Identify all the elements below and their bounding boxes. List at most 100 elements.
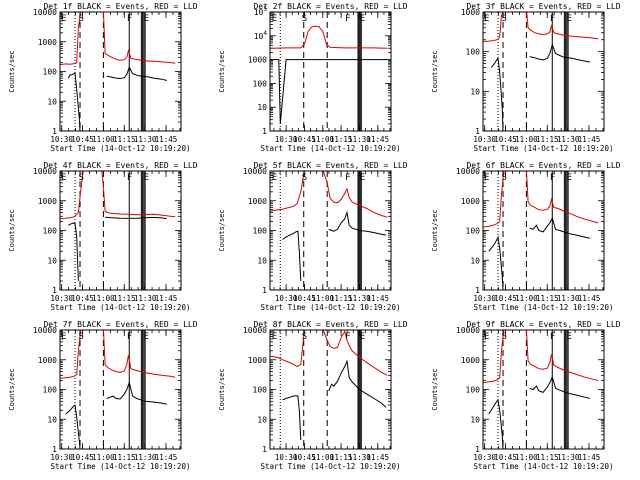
axis-ticks [483, 170, 604, 291]
panel-title: Det 5f BLACK = Events, RED = LLD [253, 161, 407, 170]
panel-title: Det 8f BLACK = Events, RED = LLD [253, 320, 407, 329]
y-tick-label: 1 [475, 445, 480, 454]
plot-frame [482, 170, 605, 291]
x-axis-label: Start Time (14-Oct-12 10:19:20) [51, 462, 191, 471]
y-tick-label: 100 [466, 386, 481, 395]
x-axis-label: Start Time (14-Oct-12 10:19:20) [51, 303, 191, 312]
plot-frame [482, 329, 605, 450]
events-series-line [282, 230, 302, 282]
y-tick-label: 10 [470, 415, 480, 424]
panel-title: Det 6f BLACK = Events, RED = LLD [466, 161, 620, 170]
x-tick-label: 10:30 [50, 135, 73, 144]
panel-title: Det 4f BLACK = Events, RED = LLD [43, 161, 197, 170]
y-axis-label: Counts/sec [8, 50, 16, 92]
x-tick-label: 11:00 [515, 135, 538, 144]
x-tick-label: 10:45 [293, 135, 316, 144]
lld-series-line [270, 25, 388, 49]
y-tick-label: 10 [257, 103, 267, 112]
y-tick-label: 1 [52, 445, 57, 454]
x-tick-label: 11:30 [348, 453, 371, 462]
lld-series-line [60, 330, 176, 379]
interval-letter: E [61, 14, 66, 24]
x-tick-label: 11:15 [113, 135, 136, 144]
y-tick-label: 10 [47, 97, 57, 106]
y-tick-label: 1000 [38, 356, 57, 365]
y-tick-label: 100 [253, 79, 268, 88]
x-tick-label: 10:45 [71, 135, 94, 144]
x-tick-label: 10:30 [275, 453, 298, 462]
x-tick-label: 10:30 [275, 135, 298, 144]
panel-det-8f: Det 8f BLACK = Events, RED = LLD Counts/s… [218, 320, 408, 471]
plot-frame [269, 11, 392, 132]
y-tick-label: 100 [253, 227, 268, 236]
plot-frame [59, 170, 182, 291]
interval-letter: S [502, 332, 507, 342]
x-tick-label: 11:30 [557, 135, 580, 144]
x-tick-label: 11:00 [92, 294, 115, 303]
interval-letter: E [272, 173, 277, 183]
interval-letter: F [550, 332, 555, 342]
lld-series-line [270, 171, 388, 218]
interval-letter: E [360, 173, 365, 183]
y-tick-label: 100 [43, 386, 58, 395]
panel-det-1f: Det 1f BLACK = Events, RED = LLD Counts/s… [8, 2, 198, 153]
interval-letter: E [272, 14, 277, 24]
y-axis-label: Counts/sec [218, 209, 226, 251]
y-tick-label: 10 [47, 415, 57, 424]
marker-lines [74, 12, 146, 131]
axis-ticks [270, 11, 391, 132]
x-tick-label: 10:45 [494, 453, 517, 462]
interval-letter: F [127, 173, 132, 183]
plot-frame [482, 11, 605, 132]
interval-letter: S [302, 332, 307, 342]
y-tick-label: 100 [43, 227, 58, 236]
x-tick-label: 11:30 [557, 294, 580, 303]
events-series-line [488, 235, 504, 290]
interval-letter: E [360, 332, 365, 342]
x-tick-label: 10:45 [293, 453, 316, 462]
x-tick-label: 10:30 [50, 294, 73, 303]
panel-det-5f: Det 5f BLACK = Events, RED = LLD Counts/s… [218, 161, 408, 312]
interval-letter: E [484, 14, 489, 24]
x-tick-label: 11:15 [536, 135, 559, 144]
y-axis-label: Counts/sec [8, 209, 16, 251]
x-tick-label: 11:30 [557, 453, 580, 462]
interval-letter: S [502, 14, 507, 24]
x-tick-label: 11:15 [536, 294, 559, 303]
interval-letter: S [302, 173, 307, 183]
panel-det-3f: Det 3f BLACK = Events, RED = LLD Counts/s… [431, 2, 621, 153]
y-tick-label: 10 [470, 256, 480, 265]
lld-series-line [483, 330, 599, 384]
events-series-line [270, 59, 388, 124]
x-tick-label: 11:45 [578, 453, 601, 462]
events-series-line [488, 398, 504, 449]
y-tick-label: 1 [262, 286, 267, 295]
events-series-line [106, 65, 167, 81]
interval-letter: E [61, 332, 66, 342]
x-tick-label: 11:45 [367, 453, 390, 462]
x-tick-label: 11:00 [312, 453, 335, 462]
panel-title: Det 2f BLACK = Events, RED = LLD [253, 2, 407, 11]
x-tick-label: 11:45 [367, 135, 390, 144]
x-tick-label: 11:45 [155, 453, 178, 462]
marker-lines [497, 330, 569, 449]
y-tick-label: 1000 [461, 8, 480, 17]
lld-series-line [60, 171, 176, 220]
y-tick-label: 1 [262, 127, 267, 136]
x-tick-label: 11:15 [330, 135, 353, 144]
plot-frame [59, 11, 182, 132]
y-tick-label: 1 [52, 286, 57, 295]
y-tick-label: 10000 [456, 167, 480, 176]
events-series-line [490, 56, 504, 131]
y-tick-label: 100 [466, 48, 481, 57]
panel-det-9f: Det 9f BLACK = Events, RED = LLD Counts/s… [431, 320, 621, 471]
x-tick-label: 10:45 [494, 135, 517, 144]
x-axis-label: Start Time (14-Oct-12 10:19:20) [261, 144, 401, 153]
events-series-line [529, 375, 590, 399]
events-series-line [328, 359, 387, 408]
panel-title: Det 9f BLACK = Events, RED = LLD [466, 320, 620, 329]
y-tick-label: 10000 [33, 326, 57, 335]
y-tick-label: 10 [257, 415, 267, 424]
plot-frame [59, 329, 182, 450]
